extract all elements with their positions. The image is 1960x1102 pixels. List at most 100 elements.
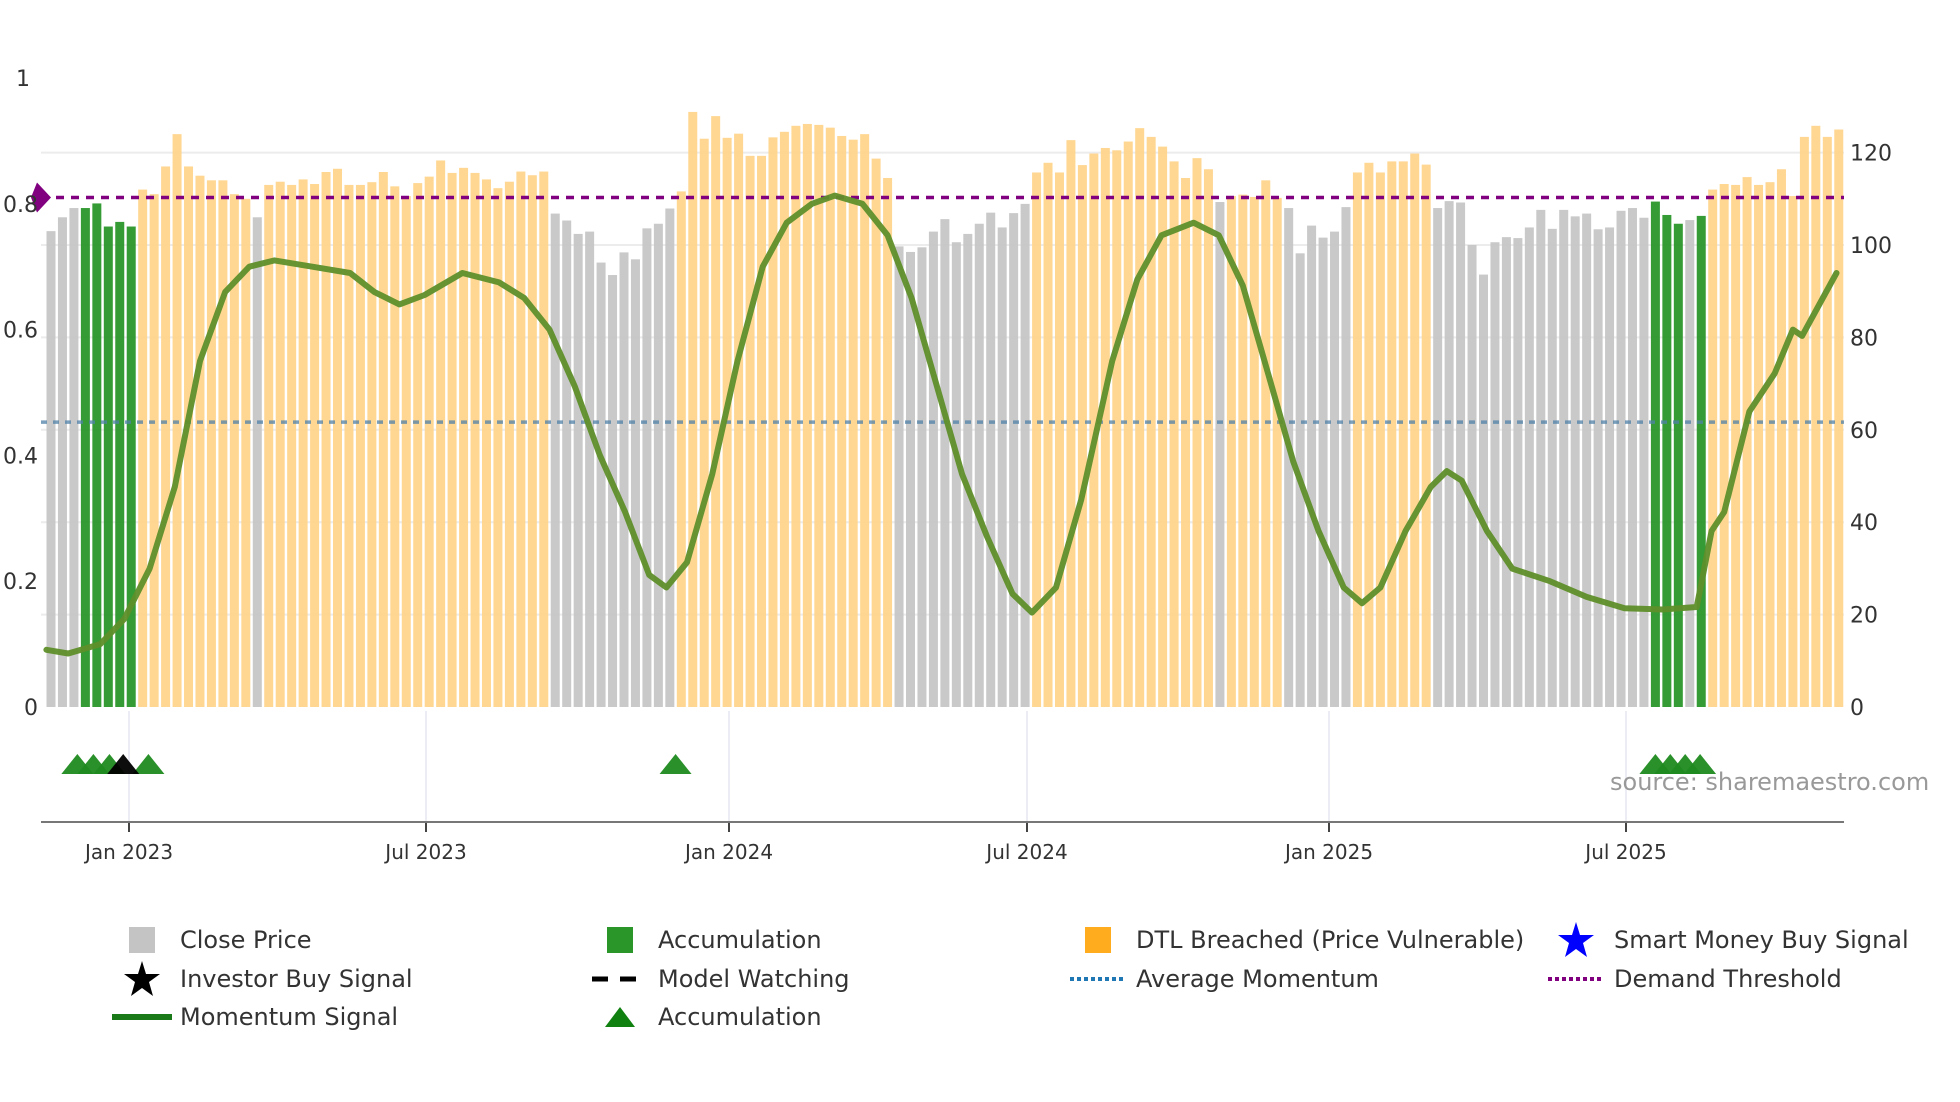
price-bars [46,111,1844,708]
accumulation-bar [1696,215,1706,708]
dtl-bar [1364,162,1374,707]
accumulation-bar [103,226,113,707]
dtl-bar [1834,129,1844,707]
dtl-bar [825,127,835,708]
dtl-bar [688,111,698,708]
dtl-bar [527,175,537,707]
dtl-bar [470,172,480,708]
dtl-bar [504,181,514,707]
right-axis-tick-label: 100 [1850,234,1892,259]
right-axis-tick-label: 60 [1850,419,1878,444]
dtl-bar [1352,172,1362,707]
close-bar [57,217,67,707]
close-bar [642,228,652,708]
close-bar [1559,209,1569,707]
dtl-bar [711,116,721,708]
dtl-bar [344,184,354,707]
dtl-bar [1410,153,1420,708]
dtl-bar [413,183,423,708]
dtl-bar [367,182,377,708]
momentum-signal-line [43,192,1840,657]
close-bar [1330,231,1340,708]
close-bar [1490,242,1500,707]
x-axis-tick-label: Jan 2023 [83,840,173,864]
dtl-bar [1146,136,1156,708]
dtl-bar [516,171,526,708]
dtl-bar [1249,196,1259,707]
dtl-bar [779,131,789,707]
dtl-bar [1719,184,1729,708]
dtl-bar [424,176,434,707]
dtl-bar [768,137,778,707]
accumulation-bar [1650,201,1660,707]
x-axis-tick-label: Jul 2025 [1583,840,1666,864]
dtl-bar [1032,172,1042,707]
accumulation-bar [115,221,125,707]
dtl-bar [814,124,824,707]
close-bar [917,247,927,707]
close-bar [928,231,938,708]
dtl-bar [1421,164,1431,707]
close-bar [1020,203,1030,707]
x-axis-tick-label: Jan 2024 [683,840,773,864]
accumulation-triangle-icon [132,754,165,774]
dtl-bar [287,184,297,707]
dtl-bar [447,172,457,708]
dtl-bar [791,125,801,707]
dtl-bar [355,184,365,707]
dtl-bar [1375,172,1385,707]
close-bar [630,259,640,707]
close-bar [894,246,904,708]
left-axis-tick-label: 0.4 [3,444,38,469]
close-bar [1307,225,1317,707]
signal-markers [61,754,1717,774]
close-bar [1582,213,1592,708]
close-bar [550,213,560,708]
close-bar [940,219,950,708]
close-bar [906,251,915,707]
dtl-bar [837,135,847,707]
dtl-bar [310,184,320,708]
close-bar [573,233,583,708]
close-bar [1433,208,1443,708]
dtl-bar [1123,141,1133,708]
close-bar [1685,220,1695,707]
dtl-bar [1135,128,1145,707]
dtl-bar [871,158,881,707]
close-bar [986,212,996,707]
close-bar [1639,217,1649,707]
right-axis-tick-label: 20 [1850,604,1878,629]
close-bar [562,220,572,707]
dtl-bar [1226,196,1236,707]
dtl-bar [378,172,388,707]
x-axis-tick-label: Jul 2024 [984,840,1067,864]
dtl-bar [333,168,342,707]
close-bar [974,223,984,708]
dtl-bar [1158,146,1168,707]
x-axis-tick-label: Jan 2025 [1283,840,1373,864]
dtl-bar [1765,182,1775,708]
close-bar [1467,245,1477,707]
dtl-bar [161,166,171,707]
axes: 0 20 40 60 80 100 120 0 0.2 0.4 0.6 0.8 1 Jan 2023 Jul… [3,67,1892,864]
dtl-bar [138,189,148,707]
dtl-bar [539,171,549,708]
close-bar [1479,274,1488,707]
dtl-bar [459,167,469,707]
momentum-line [43,192,1840,657]
close-bar [1215,202,1225,707]
dtl-bar [802,123,812,708]
close-bar [1341,207,1351,707]
dtl-bar [401,196,411,707]
accumulation-bar [1673,223,1683,708]
left-axis-tick-label: 0 [24,696,38,721]
left-axis-tick-label: 0.2 [3,570,38,595]
close-bar [596,262,606,707]
accumulation-bar [126,226,136,707]
accumulation-bar [1662,214,1672,707]
close-bar [1593,229,1603,708]
dtl-bar [860,134,870,707]
dtl-bar [1742,177,1752,707]
dtl-bar [1054,172,1064,707]
